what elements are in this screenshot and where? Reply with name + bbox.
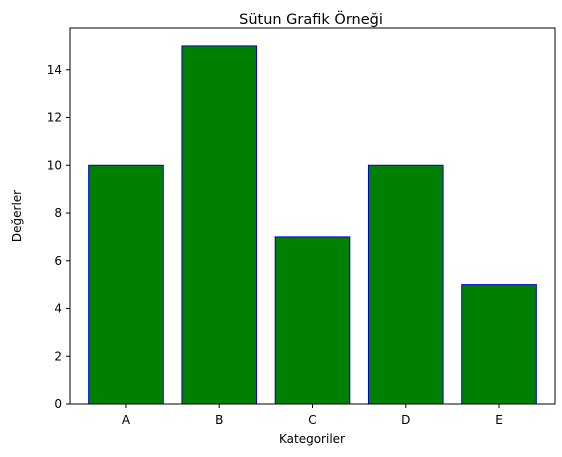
x-tick-label: D <box>401 413 410 427</box>
y-tick-label: 0 <box>54 397 62 411</box>
bar-c <box>274 236 351 405</box>
y-axis-ticks: 0 2 4 6 8 10 12 14 <box>47 63 70 411</box>
y-tick-label: 4 <box>54 302 62 316</box>
y-tick-label: 6 <box>54 254 62 268</box>
bar-e <box>461 284 537 405</box>
y-tick-label: 2 <box>54 349 62 363</box>
bar-d <box>367 164 444 405</box>
x-tick-label: E <box>495 413 503 427</box>
bars-group <box>88 45 537 405</box>
y-tick-label: 12 <box>47 111 62 125</box>
chart-title: Sütun Grafik Örneği <box>239 10 383 28</box>
plot-frame <box>69 27 556 405</box>
x-tick-label: B <box>215 413 223 427</box>
x-axis-label: Kategoriler <box>279 432 345 446</box>
y-axis-label: Değerler <box>10 190 24 242</box>
x-axis-ticks: A B C D E <box>122 404 503 427</box>
bar-a <box>88 164 164 405</box>
x-tick-label: A <box>122 413 131 427</box>
x-tick-label: C <box>308 413 316 427</box>
y-tick-label: 8 <box>54 206 62 220</box>
bar-b <box>181 45 258 405</box>
y-tick-label: 10 <box>47 158 62 172</box>
y-tick-label: 14 <box>47 63 62 77</box>
